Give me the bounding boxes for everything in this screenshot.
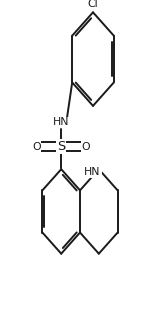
Text: Cl: Cl <box>87 0 97 9</box>
Text: O: O <box>32 142 41 151</box>
Text: S: S <box>57 140 65 153</box>
Text: HN: HN <box>84 167 101 177</box>
Text: O: O <box>82 142 90 151</box>
Text: HN: HN <box>53 118 69 128</box>
